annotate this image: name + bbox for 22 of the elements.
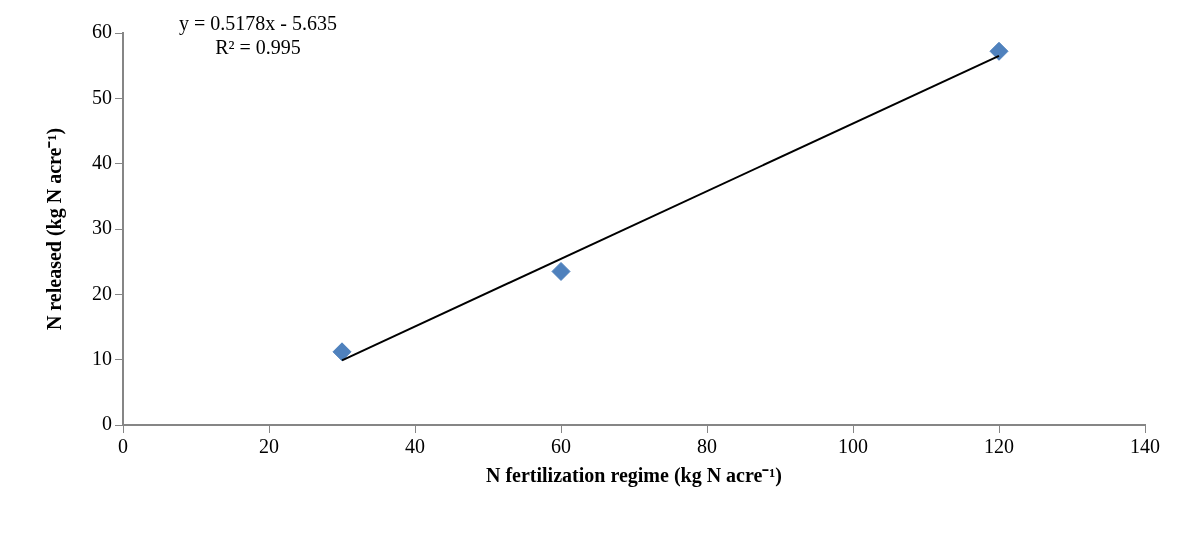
- y-tick-label: 30: [92, 216, 112, 239]
- y-tick-label: 40: [92, 150, 112, 173]
- x-tick-label: 20: [259, 435, 279, 458]
- y-axis-title: N released (kg N acre⁻¹): [43, 127, 67, 331]
- point: [989, 41, 1009, 61]
- x-tick-label: 100: [838, 435, 868, 458]
- annotation: R² = 0.995: [215, 36, 301, 59]
- y-tick-label: 50: [92, 85, 112, 108]
- x-tick-label: 60: [551, 435, 571, 458]
- point: [551, 261, 571, 281]
- y-tick-label: 10: [92, 346, 112, 369]
- x-tick-label: 80: [697, 435, 717, 458]
- point: [332, 342, 352, 362]
- x-tick-label: 120: [984, 435, 1014, 458]
- x-axis-title: N fertilization regime (kg N acre⁻¹): [485, 464, 783, 488]
- y-tick-label: 20: [92, 281, 112, 304]
- x-tick-label: 140: [1130, 435, 1160, 458]
- x-tick-label: 40: [405, 435, 425, 458]
- x-tick-label: 0: [118, 435, 128, 458]
- annotation: y = 0.5178x - 5.635: [179, 12, 337, 36]
- y-tick-label: 60: [92, 20, 112, 43]
- y-tick-label: 0: [102, 412, 112, 435]
